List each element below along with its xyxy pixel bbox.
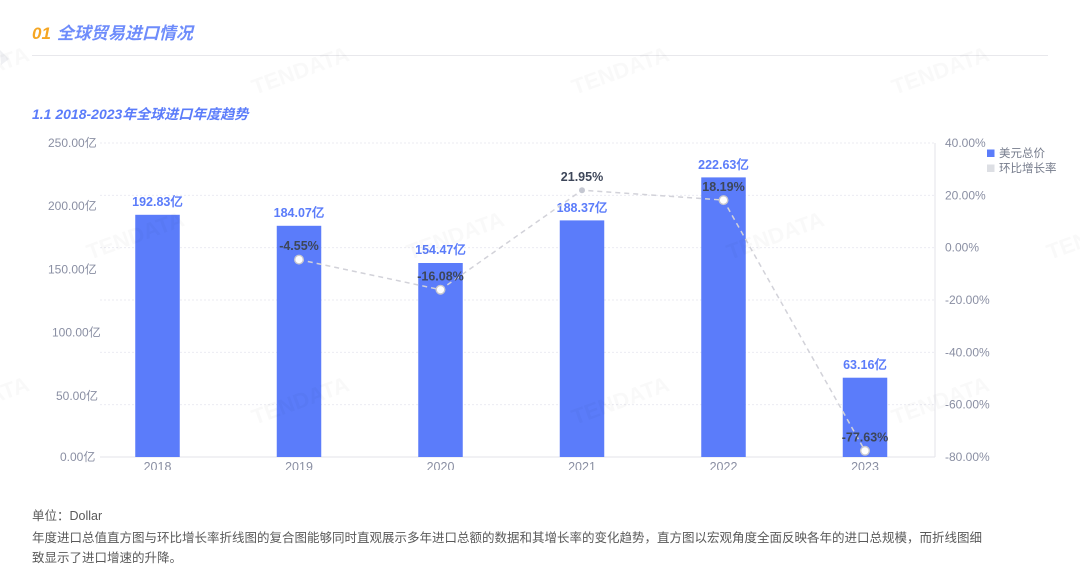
svg-text:TENDATA: TENDATA bbox=[248, 41, 352, 99]
svg-text:2020: 2020 bbox=[427, 460, 455, 470]
svg-text:188.37亿: 188.37亿 bbox=[557, 200, 608, 215]
svg-text:100.00亿: 100.00亿 bbox=[52, 325, 101, 340]
svg-text:TENDATA: TENDATA bbox=[888, 371, 992, 429]
svg-text:-4.55%: -4.55% bbox=[279, 239, 319, 253]
svg-text:-20.00%: -20.00% bbox=[945, 293, 990, 307]
svg-text:TENDATA: TENDATA bbox=[0, 41, 33, 99]
svg-text:150.00亿: 150.00亿 bbox=[48, 261, 97, 276]
svg-text:-77.63%: -77.63% bbox=[842, 431, 889, 445]
svg-text:2019: 2019 bbox=[285, 460, 313, 470]
svg-text:18.19%: 18.19% bbox=[702, 180, 744, 194]
svg-text:-16.08%: -16.08% bbox=[417, 270, 464, 284]
svg-text:40.00%: 40.00% bbox=[945, 136, 986, 150]
svg-text:-40.00%: -40.00% bbox=[945, 345, 990, 359]
svg-text:美元总价: 美元总价 bbox=[999, 146, 1045, 160]
svg-text:TENDATA: TENDATA bbox=[1043, 206, 1080, 264]
svg-text:TENDATA: TENDATA bbox=[888, 41, 992, 99]
svg-text:0.00亿: 0.00亿 bbox=[60, 449, 95, 464]
svg-text:TENDATA: TENDATA bbox=[568, 41, 672, 99]
svg-text:环比增长率: 环比增长率 bbox=[999, 161, 1057, 175]
svg-text:222.63亿: 222.63亿 bbox=[698, 157, 749, 172]
svg-text:250.00亿: 250.00亿 bbox=[48, 135, 97, 150]
svg-text:20.00%: 20.00% bbox=[945, 188, 986, 202]
svg-text:200.00亿: 200.00亿 bbox=[48, 198, 97, 213]
svg-text:TENDATA: TENDATA bbox=[0, 371, 33, 429]
svg-text:21.95%: 21.95% bbox=[561, 170, 603, 184]
svg-text:2023: 2023 bbox=[851, 460, 879, 470]
svg-text:2018: 2018 bbox=[144, 460, 172, 470]
svg-text:2021: 2021 bbox=[568, 460, 596, 470]
svg-text:63.16亿: 63.16亿 bbox=[843, 357, 887, 372]
svg-text:184.07亿: 184.07亿 bbox=[274, 205, 325, 220]
svg-text:-80.00%: -80.00% bbox=[945, 450, 990, 464]
svg-text:2022: 2022 bbox=[710, 460, 738, 470]
svg-text:0.00%: 0.00% bbox=[945, 241, 979, 255]
svg-text:50.00亿: 50.00亿 bbox=[56, 388, 98, 403]
